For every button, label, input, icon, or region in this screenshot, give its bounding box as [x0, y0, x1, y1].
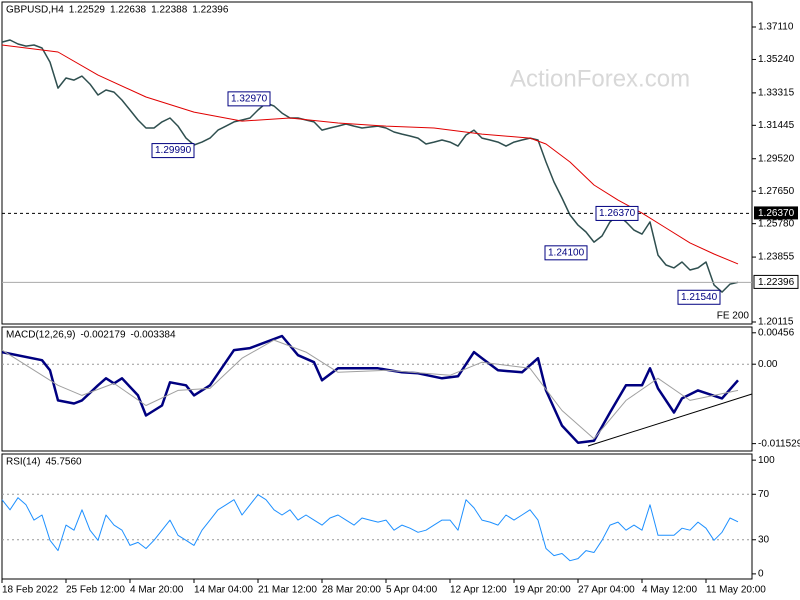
annotation-label: 1.21540	[681, 292, 718, 303]
ohlc-value: 1.22529	[69, 5, 106, 16]
y-tick-label: 1.33315	[758, 88, 795, 99]
y-tick-label: 0.00	[758, 359, 778, 370]
x-tick-label: 11 May 20:00	[706, 585, 766, 596]
x-tick-label: 18 Feb 2022	[2, 585, 59, 596]
ohlc-value: 1.22638	[110, 5, 147, 16]
x-tick-label: 25 Feb 12:00	[66, 585, 125, 596]
indicator-reading: -0.003384	[131, 330, 176, 341]
series-line	[1, 334, 739, 444]
y-tick-label: 1.37110	[758, 22, 794, 33]
panel-frame	[1, 1, 753, 325]
annotation-label: 1.24100	[548, 247, 585, 258]
annotation-label: 1.32970	[231, 94, 268, 105]
panel-title: RSI(14)	[6, 457, 40, 468]
panel-frame	[1, 326, 753, 452]
x-tick-label: 19 Apr 20:00	[514, 585, 571, 596]
y-tick-label: 0	[758, 569, 764, 580]
annotation-label: 1.29990	[155, 145, 192, 156]
y-tick-label: 1.25780	[758, 218, 795, 229]
y-tick-label: 0.00456	[758, 327, 795, 338]
price-label: 1.22396	[758, 277, 795, 288]
x-tick-label: 27 Apr 04:00	[578, 585, 635, 596]
x-tick-label: 21 Mar 12:00	[258, 585, 317, 596]
indicator-reading: -0.002179	[80, 330, 125, 341]
level-label-box	[754, 206, 798, 220]
ohlc-value: 1.22396	[192, 5, 229, 16]
y-tick-label: 30	[758, 534, 770, 545]
price-label-box	[753, 274, 799, 289]
series-line	[1, 339, 739, 440]
level-label: 1.26370	[758, 208, 795, 219]
x-tick-label: 4 May 12:00	[642, 585, 697, 596]
indicator-reading: 45.7560	[45, 457, 82, 468]
annotation-box	[151, 143, 195, 159]
y-tick-label: 1.35240	[758, 54, 795, 65]
y-tick-label: 100	[758, 455, 775, 466]
y-tick-label: -0.011529	[758, 438, 800, 449]
annotation-box	[227, 91, 271, 107]
y-tick-label: 1.23855	[758, 252, 795, 263]
annotation-box	[677, 289, 721, 305]
panel-title: MACD(12,26,9)	[6, 330, 75, 341]
panel-frame	[1, 453, 753, 580]
y-tick-label: 1.27650	[758, 186, 795, 197]
y-tick-label: 1.31445	[758, 120, 795, 131]
annotation-box	[595, 205, 639, 221]
y-tick-label: 1.29520	[758, 153, 795, 164]
annotation-label: 1.26370	[599, 208, 636, 219]
series-line	[1, 494, 739, 562]
ohlc-value: 1.22388	[151, 5, 188, 16]
y-tick-label: 1.20115	[758, 317, 794, 328]
note: FE 200	[717, 311, 750, 322]
series-line	[1, 44, 739, 265]
annotation-box	[544, 245, 588, 261]
panel-title: GBPUSD,H4	[6, 5, 64, 16]
x-tick-label: 28 Mar 20:00	[322, 585, 381, 596]
x-tick-label: 12 Apr 12:00	[450, 585, 507, 596]
watermark: ActionForex.com	[510, 65, 690, 92]
x-tick-label: 4 Mar 20:00	[130, 585, 184, 596]
x-tick-label: 5 Apr 04:00	[386, 585, 438, 596]
y-tick-label: 70	[758, 489, 770, 500]
trend-line	[587, 393, 753, 447]
x-tick-label: 14 Mar 04:00	[194, 585, 253, 596]
